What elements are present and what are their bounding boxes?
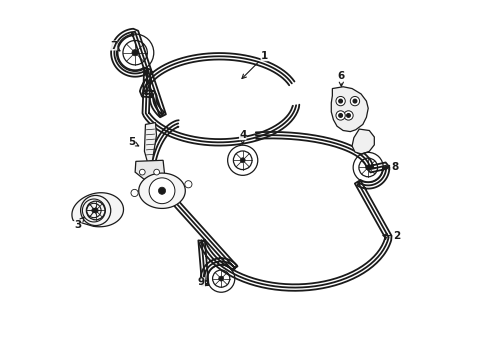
Circle shape <box>338 114 342 117</box>
Circle shape <box>131 189 138 197</box>
Text: 3: 3 <box>74 217 84 230</box>
Circle shape <box>92 208 96 213</box>
Circle shape <box>365 165 370 170</box>
Circle shape <box>335 111 345 120</box>
Circle shape <box>335 96 345 106</box>
Circle shape <box>158 187 165 194</box>
Polygon shape <box>330 87 367 132</box>
Circle shape <box>132 49 138 56</box>
Text: 8: 8 <box>385 162 398 172</box>
Circle shape <box>343 111 352 120</box>
Text: 5: 5 <box>128 138 139 147</box>
Text: 9: 9 <box>198 277 207 287</box>
Circle shape <box>149 178 175 204</box>
Polygon shape <box>139 173 185 208</box>
Circle shape <box>184 181 192 188</box>
Polygon shape <box>72 193 123 227</box>
Text: 6: 6 <box>337 71 344 86</box>
Polygon shape <box>144 123 156 162</box>
Polygon shape <box>351 129 373 154</box>
Text: 2: 2 <box>382 231 400 240</box>
Polygon shape <box>135 160 164 179</box>
Circle shape <box>352 99 356 103</box>
Circle shape <box>153 169 159 175</box>
Circle shape <box>139 169 145 175</box>
Text: 1: 1 <box>242 51 267 78</box>
Circle shape <box>346 114 349 117</box>
Circle shape <box>240 158 244 163</box>
Circle shape <box>218 276 223 281</box>
Text: 7: 7 <box>110 41 120 51</box>
Circle shape <box>349 96 359 106</box>
Circle shape <box>93 208 98 213</box>
Text: 4: 4 <box>239 130 246 144</box>
Circle shape <box>338 99 342 103</box>
